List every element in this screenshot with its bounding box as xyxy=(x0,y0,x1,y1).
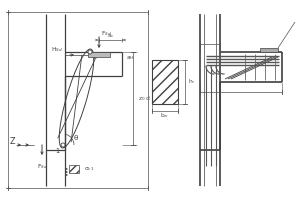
Text: σ$_{c1}$: σ$_{c1}$ xyxy=(84,165,94,173)
Circle shape xyxy=(88,50,92,54)
Circle shape xyxy=(61,143,65,147)
Text: a$_c$: a$_c$ xyxy=(106,32,115,40)
Text: 1: 1 xyxy=(55,148,59,154)
Text: θ: θ xyxy=(74,135,78,141)
Text: b$_w$: b$_w$ xyxy=(160,112,169,120)
Bar xyxy=(152,60,178,104)
Text: Z: Z xyxy=(9,136,15,146)
Text: h$_c$: h$_c$ xyxy=(188,78,196,86)
Text: F$_{Sd}$: F$_{Sd}$ xyxy=(37,162,47,171)
Text: 2: 2 xyxy=(93,54,97,60)
Text: a$_H$: a$_H$ xyxy=(126,54,135,62)
Text: z$_0$ d: z$_0$ d xyxy=(138,94,151,103)
Bar xyxy=(260,48,278,52)
Text: F$_{Sd}$: F$_{Sd}$ xyxy=(101,30,112,38)
Text: H$_{Sd}$: H$_{Sd}$ xyxy=(51,45,63,54)
Bar xyxy=(88,52,110,57)
Bar xyxy=(69,165,79,173)
